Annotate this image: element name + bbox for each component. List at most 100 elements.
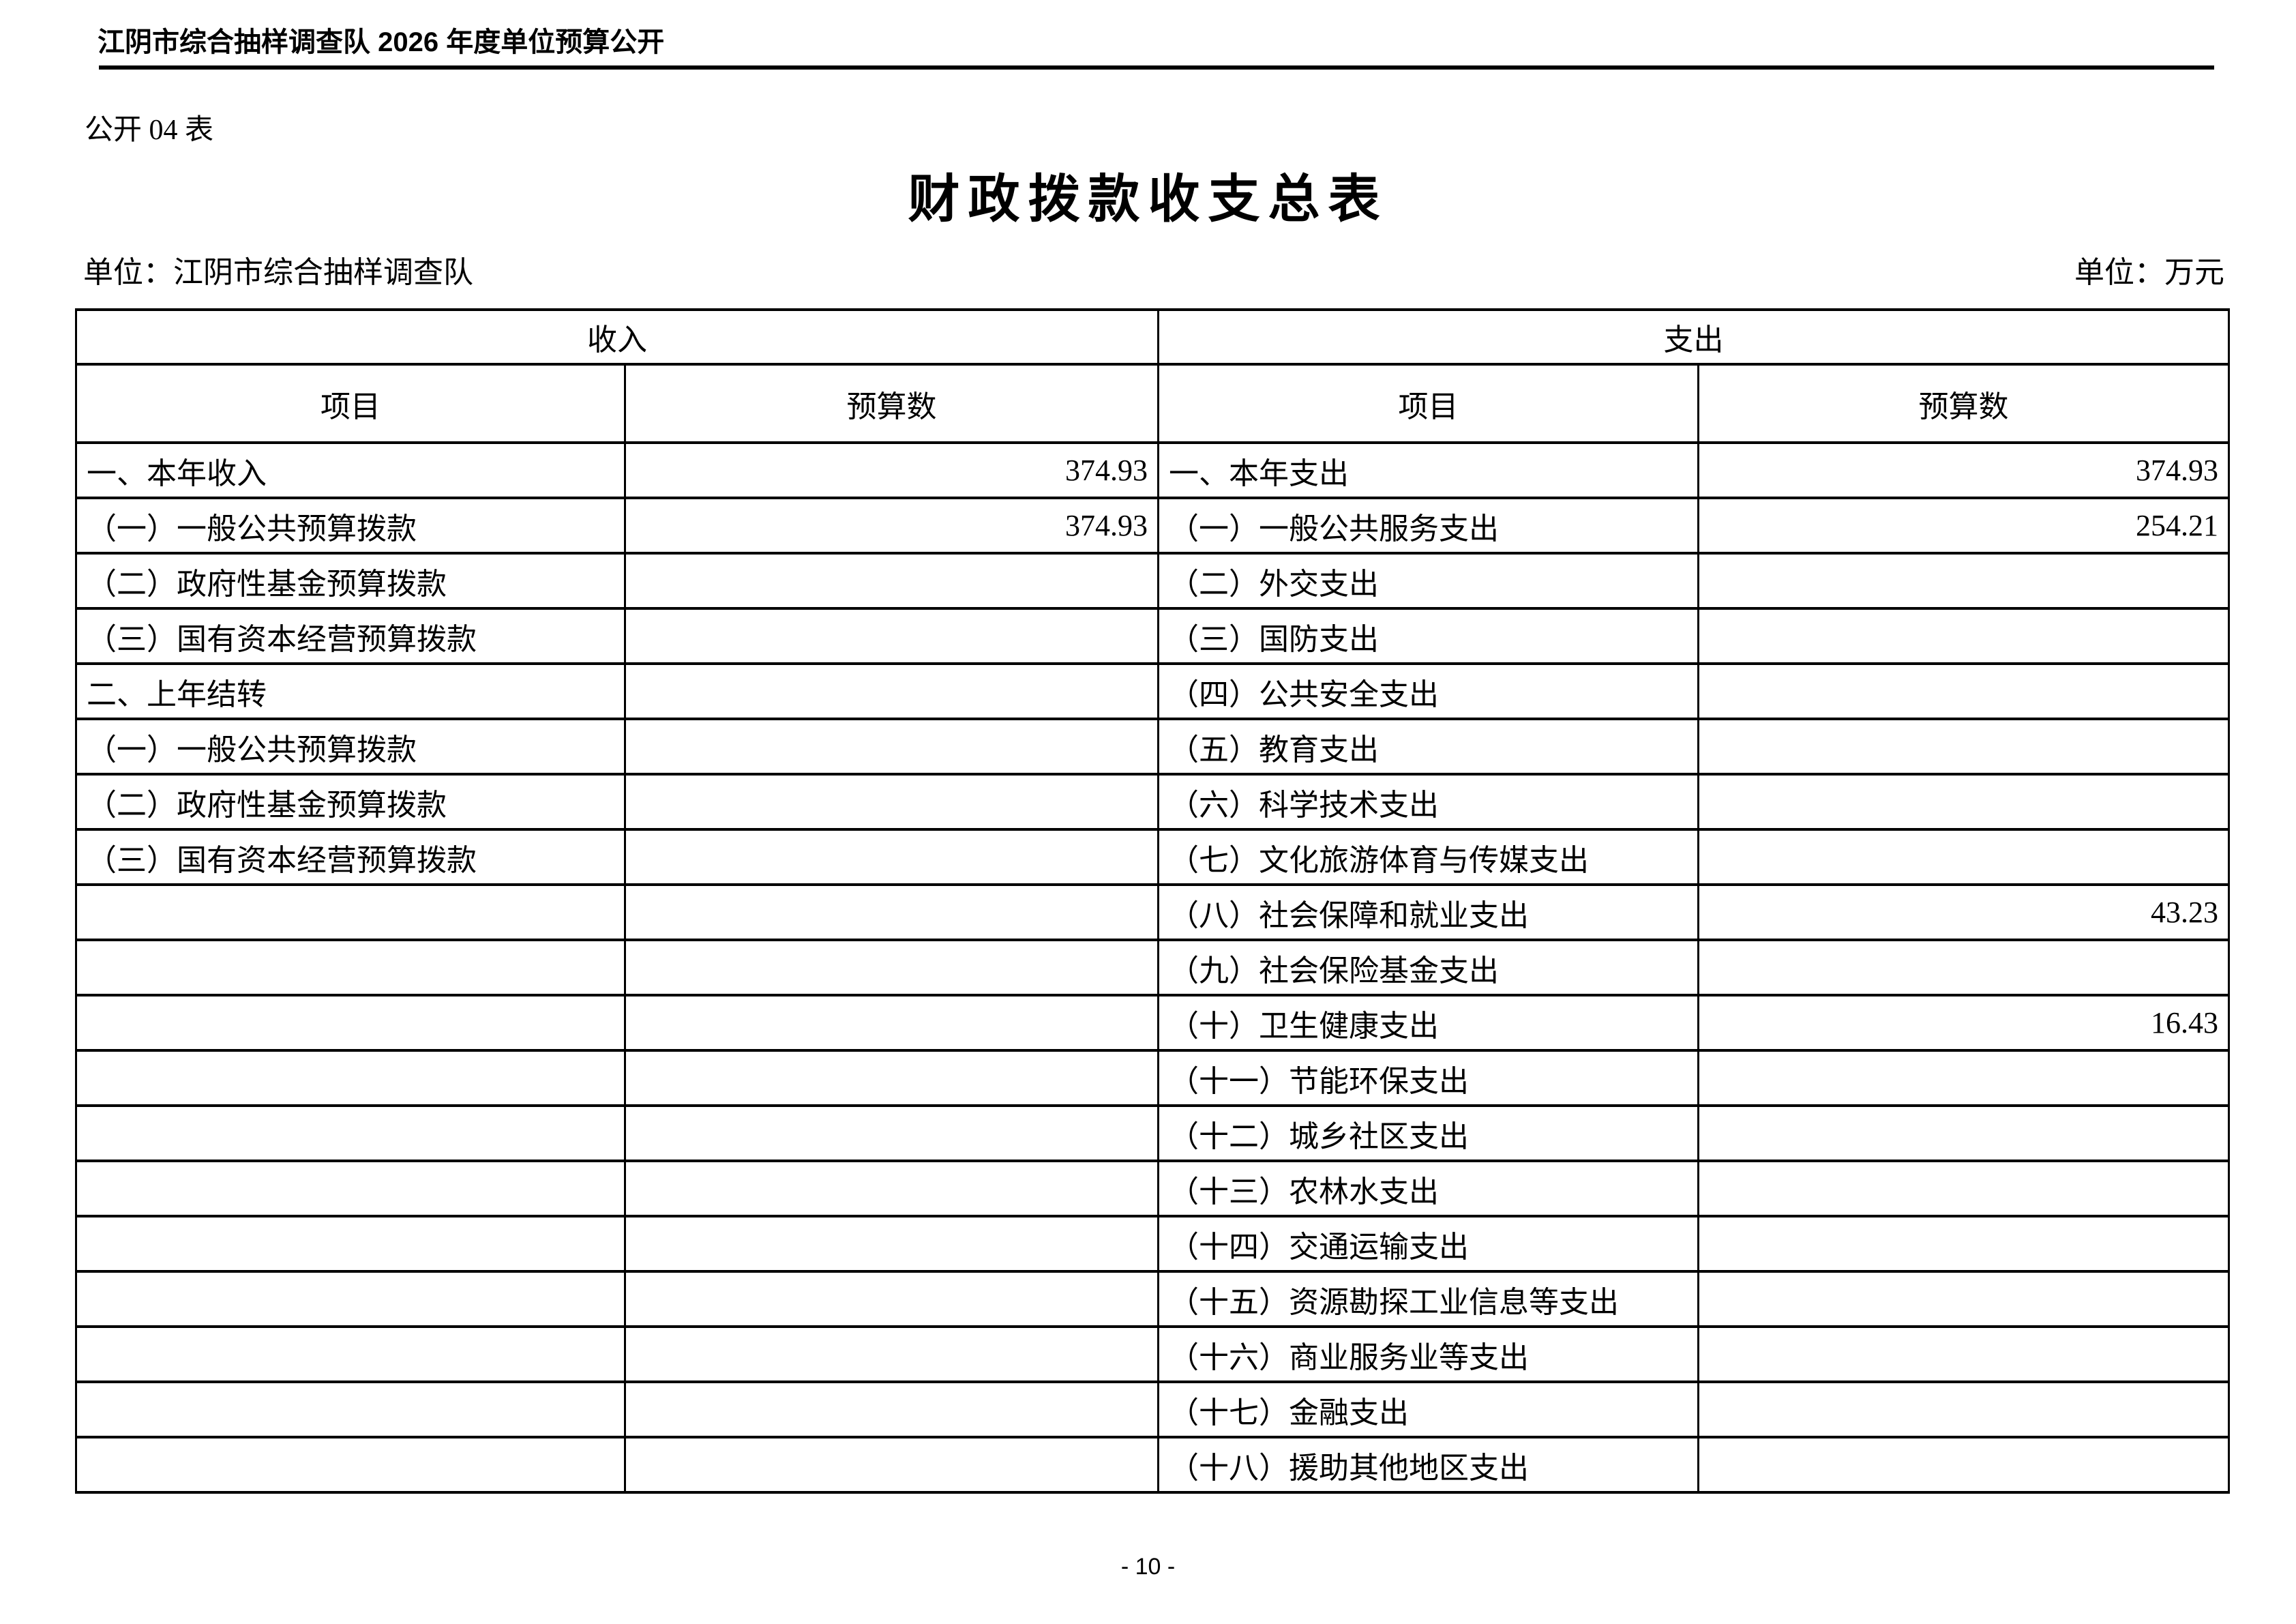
income-item-cell: 二、上年结转: [75, 662, 626, 720]
expense-budget-cell: [1697, 552, 2230, 610]
table-row: （九）社会保险基金支出: [75, 939, 2230, 996]
income-budget-cell: [624, 828, 1159, 886]
unit-line: 单位：江阴市综合抽样调查队 单位：万元: [83, 256, 2224, 289]
unit-currency-label: 单位：万元: [2074, 256, 2224, 289]
table-row: （三）国有资本经营预算拨款 （七）文化旅游体育与传媒支出: [75, 828, 2230, 886]
income-item-cell: [75, 939, 626, 996]
expense-budget-cell: [1697, 662, 2230, 720]
expense-budget-cell: [1697, 1270, 2230, 1328]
expense-budget-cell: [1697, 828, 2230, 886]
income-item-cell: （二）政府性基金预算拨款: [75, 773, 626, 831]
expense-item-cell: （十五）资源勘探工业信息等支出: [1157, 1270, 1699, 1328]
expense-budget-cell: [1697, 718, 2230, 776]
income-item-cell: （二）政府性基金预算拨款: [75, 552, 626, 610]
table-row: 一、本年收入 374.93 一、本年支出 374.93: [75, 441, 2230, 499]
expense-item-cell: （二）外交支出: [1157, 552, 1699, 610]
table-row: （二）政府性基金预算拨款 （二）外交支出: [75, 552, 2230, 610]
expense-item-cell: （九）社会保险基金支出: [1157, 939, 1699, 996]
expense-item-cell: （十二）城乡社区支出: [1157, 1104, 1699, 1162]
table-row: （十五）资源勘探工业信息等支出: [75, 1270, 2230, 1328]
income-item-cell: [75, 1104, 626, 1162]
table-code-label: 公开 04 表: [85, 115, 214, 146]
income-budget-cell: [624, 883, 1159, 941]
table-row: （十三）农林水支出: [75, 1160, 2230, 1217]
unit-name-label: 单位：江阴市综合抽样调查队: [83, 256, 473, 289]
income-item-cell: [75, 1270, 626, 1328]
expense-budget-cell: [1697, 773, 2230, 831]
income-budget-cell: [624, 1381, 1159, 1438]
expense-item-cell: （一）一般公共服务支出: [1157, 497, 1699, 555]
table-row: （十八）援助其他地区支出: [75, 1436, 2230, 1494]
expense-item-cell: （十一）节能环保支出: [1157, 1049, 1699, 1107]
income-item-cell: [75, 1325, 626, 1383]
income-item-cell: （一）一般公共预算拨款: [75, 718, 626, 776]
income-item-cell: [75, 1215, 626, 1273]
income-item-cell: [75, 1381, 626, 1438]
income-budget-cell: [624, 552, 1159, 610]
budget-table: 收入 支出 项目 预算数 项目 预算数 一、本年收入 374.93 一、本年支出 37…: [75, 308, 2230, 1494]
table-row: （一）一般公共预算拨款 （五）教育支出: [75, 718, 2230, 776]
expense-item-col-header: 项目: [1157, 363, 1699, 444]
income-budget-cell: [624, 1325, 1159, 1383]
income-item-cell: 一、本年收入: [75, 441, 626, 499]
expense-item-cell: （十七）金融支出: [1157, 1381, 1699, 1438]
expense-budget-cell: 254.21: [1697, 497, 2230, 555]
income-budget-cell: [624, 607, 1159, 665]
income-budget-cell: [624, 1215, 1159, 1273]
column-header-row: 项目 预算数 项目 预算数: [75, 363, 2230, 444]
document-header: 江阴市综合抽样调查队 2026 年度单位预算公开: [98, 27, 664, 57]
expense-budget-cell: [1697, 1104, 2230, 1162]
income-section-header: 收入: [75, 308, 1159, 366]
table-row: （十七）金融支出: [75, 1381, 2230, 1438]
income-budget-cell: [624, 662, 1159, 720]
income-budget-cell: [624, 718, 1159, 776]
table-row: （二）政府性基金预算拨款 （六）科学技术支出: [75, 773, 2230, 831]
expense-budget-col-header: 预算数: [1697, 363, 2230, 444]
income-item-cell: [75, 994, 626, 1052]
income-item-cell: [75, 1160, 626, 1217]
document-header-text: 江阴市综合抽样调查队 2026 年度单位预算公开: [98, 27, 665, 57]
expense-budget-cell: [1697, 1325, 2230, 1383]
page-number: - 10 -: [1120, 1554, 1176, 1580]
table-row: （八）社会保障和就业支出 43.23: [75, 883, 2230, 941]
expense-item-cell: （三）国防支出: [1157, 607, 1699, 665]
expense-budget-cell: [1697, 1215, 2230, 1273]
income-item-cell: （三）国有资本经营预算拨款: [75, 607, 626, 665]
income-budget-cell: [624, 1270, 1159, 1328]
expense-budget-cell: [1697, 1381, 2230, 1438]
expense-item-cell: （七）文化旅游体育与传媒支出: [1157, 828, 1699, 886]
income-budget-cell: [624, 1436, 1159, 1494]
table-row: （十四）交通运输支出: [75, 1215, 2230, 1273]
income-item-cell: （三）国有资本经营预算拨款: [75, 828, 626, 886]
page-title: 财政拨款收支总表: [908, 171, 1388, 228]
income-item-col-header: 项目: [75, 363, 626, 444]
expense-item-cell: （十八）援助其他地区支出: [1157, 1436, 1699, 1494]
expense-item-cell: （十三）农林水支出: [1157, 1160, 1699, 1217]
expense-budget-cell: 16.43: [1697, 994, 2230, 1052]
budget-table-head: 收入 支出 项目 预算数 项目 预算数: [75, 308, 2230, 444]
expense-budget-cell: 43.23: [1697, 883, 2230, 941]
table-row: （一）一般公共预算拨款 374.93 （一）一般公共服务支出 254.21: [75, 497, 2230, 555]
income-item-cell: [75, 1049, 626, 1107]
expense-item-cell: （四）公共安全支出: [1157, 662, 1699, 720]
expense-item-cell: （十）卫生健康支出: [1157, 994, 1699, 1052]
expense-budget-cell: 374.93: [1697, 441, 2230, 499]
table-row: 二、上年结转 （四）公共安全支出: [75, 662, 2230, 720]
income-budget-cell: [624, 994, 1159, 1052]
income-item-cell: [75, 1436, 626, 1494]
expense-budget-cell: [1697, 1049, 2230, 1107]
income-item-cell: [75, 883, 626, 941]
expense-item-cell: （十四）交通运输支出: [1157, 1215, 1699, 1273]
section-header-row: 收入 支出: [75, 308, 2230, 366]
expense-item-cell: 一、本年支出: [1157, 441, 1699, 499]
budget-table-body: 一、本年收入 374.93 一、本年支出 374.93 （一）一般公共预算拨款 374.9…: [75, 441, 2230, 1494]
expense-budget-cell: [1697, 1436, 2230, 1494]
header-rule: [99, 65, 2214, 70]
expense-item-cell: （六）科学技术支出: [1157, 773, 1699, 831]
table-row: （十一）节能环保支出: [75, 1049, 2230, 1107]
expense-budget-cell: [1697, 1160, 2230, 1217]
expense-budget-cell: [1697, 607, 2230, 665]
expense-section-header: 支出: [1157, 308, 2230, 366]
table-row: （十）卫生健康支出 16.43: [75, 994, 2230, 1052]
